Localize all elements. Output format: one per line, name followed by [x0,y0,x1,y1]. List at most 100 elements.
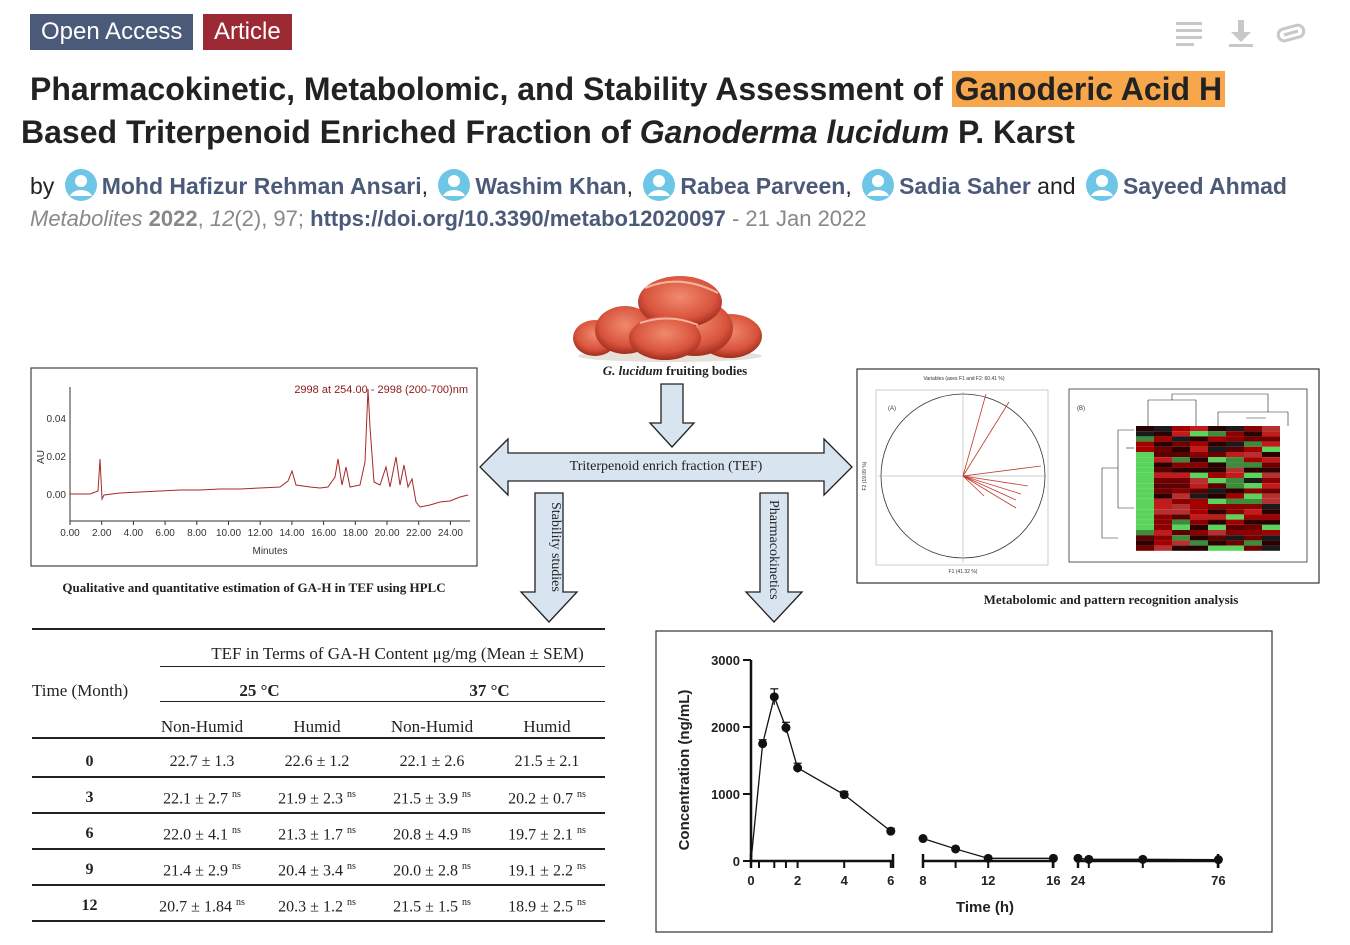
hplc-xtick: 0.00 [60,528,80,539]
author-avatar-icon [438,169,471,201]
citation-pages: , 97; [261,206,311,231]
publication-date: - 21 Jan 2022 [725,206,867,231]
pk-x-tick-label: 16 [1046,873,1060,888]
hplc-xtick: 4.00 [124,528,144,539]
hplc-ylabel: AU [36,450,47,464]
svg-text:0.00: 0.00 [47,490,67,501]
author-name-5[interactable]: Sayeed Ahmad [1122,173,1287,199]
table-ns-mark: ns [346,861,356,872]
table-row-time: 9 [85,861,94,878]
article-type-badge[interactable]: Article [203,14,292,50]
tef-label: Triterpenoid enrich fraction (TEF) [569,459,763,474]
author-avatar-icon [1085,169,1118,201]
title-part-1: Pharmacokinetic, Metabolomic, and Stabil… [30,71,952,107]
author-avatar-icon [643,169,676,201]
table-ns-mark: ns [346,897,356,908]
pk-data-point [886,826,896,836]
link-icon[interactable] [1276,18,1306,48]
table-cond-3: Non-Humid [390,717,474,736]
citation-issue: (2) [234,206,262,231]
table-cell: 22.6 ± 1.2 [284,753,350,770]
table-cell: 21.5 ± 1.5 ns [393,897,471,916]
author-list: by Mohd Hafizur Rehman Ansari, Washim Kh… [30,168,1287,204]
pca-xlabel: F1 (41.32 %) [949,569,978,575]
open-access-badge[interactable]: Open Access [30,14,194,50]
hplc-xtick: 6.00 [155,528,175,539]
pk-y-tick-label: 2000 [711,720,740,735]
table-ns-mark: ns [346,825,356,836]
author-name-4[interactable]: Sadia Saher [899,173,1031,199]
table-cell: 21.5 ± 3.9 ns [393,789,471,808]
tef-double-arrow [479,437,853,497]
table-row-rule [32,884,605,886]
hplc-xtick: 8.00 [187,528,207,539]
table-row-rule [32,848,605,850]
pk-data-point [951,844,961,854]
table-ns-mark: ns [461,789,471,800]
pk-x-tick-label: 2 [794,873,801,888]
table-cell: 18.9 ± 2.5 ns [508,897,586,916]
table-ns-mark: ns [461,897,471,908]
download-icon[interactable] [1226,18,1256,48]
table-cell: 20.0 ± 2.8 ns [393,861,471,880]
table-cond-4: Humid [523,717,571,736]
table-group-header: TEF in Terms of GA-H Content μg/mg (Mean… [211,644,584,663]
hplc-xtick: 2.00 [92,528,112,539]
table-ns-mark: ns [235,897,245,908]
arrow-down-icon [648,383,696,448]
pk-data-point [1073,853,1083,863]
pk-data-point [839,790,849,800]
table-cell: 21.3 ± 1.7 ns [278,825,356,844]
author-avatar-icon [64,169,97,201]
table-row-rule [32,776,605,778]
pk-y-tick-label: 1000 [711,787,740,802]
pk-data-point [918,834,928,844]
table-cell: 19.1 ± 2.2 ns [508,861,586,880]
hplc-xtick: 12.00 [248,528,273,539]
article-title[interactable]: Pharmacokinetic, Metabolomic, and Stabil… [21,68,1330,154]
table-cell: 20.8 ± 4.9 ns [393,825,471,844]
fruiting-bodies-caption: G. lucidum fruiting bodies [602,363,748,378]
title-highlight: Ganoderic Acid H [951,71,1226,107]
pk-x-tick-label: 8 [919,873,926,888]
pk-xlabel: Time (h) [956,899,1014,916]
pk-x-tick-label: 76 [1211,873,1225,888]
authors-and: and [1037,173,1076,199]
pk-x-tick-label: 6 [887,873,894,888]
author-name-2[interactable]: Washim Khan [475,173,627,199]
heatmap-panel-label: (B) [1077,406,1085,412]
table-cell: 22.0 ± 4.1 ns [163,825,241,844]
table-ns-mark: ns [576,861,586,872]
list-icon[interactable] [1174,18,1204,48]
title-part-3: P. Karst [949,114,1075,150]
table-cell: 22.1 ± 2.6 [399,753,465,770]
stability-label: Stability studies [548,502,563,592]
mushroom-image [573,276,762,362]
pk-series-line [1077,857,1219,861]
table-ns-mark: ns [231,789,241,800]
pca-title: Variables (axes F1 and F2: 60.41 %) [923,376,1004,382]
hplc-header: 2998 at 254.00 - 2998 (200-700)nm [294,384,468,396]
table-cond-1: Non-Humid [160,717,244,736]
table-cell: 21.9 ± 2.3 ns [278,789,356,808]
table-ns-mark: ns [346,789,356,800]
journal-name[interactable]: Metabolites [30,206,143,231]
table-cell: 22.1 ± 2.7 ns [163,789,241,808]
table-cell: 20.7 ± 1.84 ns [159,897,245,916]
pk-x-tick-label: 12 [981,873,995,888]
metabolomic-panel: Variables (axes F1 and F2: 60.41 %) (A) … [856,368,1320,584]
author-name-3[interactable]: Rabea Parveen [680,173,846,199]
doi-link[interactable]: https://doi.org/10.3390/metabo12020097 [310,206,726,231]
pk-series-line [922,837,1054,859]
pk-data-point [758,739,768,749]
stability-arrow [519,492,579,623]
pk-x-tick-label: 0 [747,873,754,888]
table-ns-mark: ns [461,861,471,872]
hplc-xtick: 16.00 [311,528,336,539]
hplc-xtick: 14.00 [279,528,304,539]
author-name-1[interactable]: Mohd Hafizur Rehman Ansari [101,173,422,199]
pk-data-point [1084,854,1094,864]
hplc-xtick: 24.00 [438,528,463,539]
hplc-xtick: 20.00 [374,528,399,539]
authors-by: by [30,173,55,199]
